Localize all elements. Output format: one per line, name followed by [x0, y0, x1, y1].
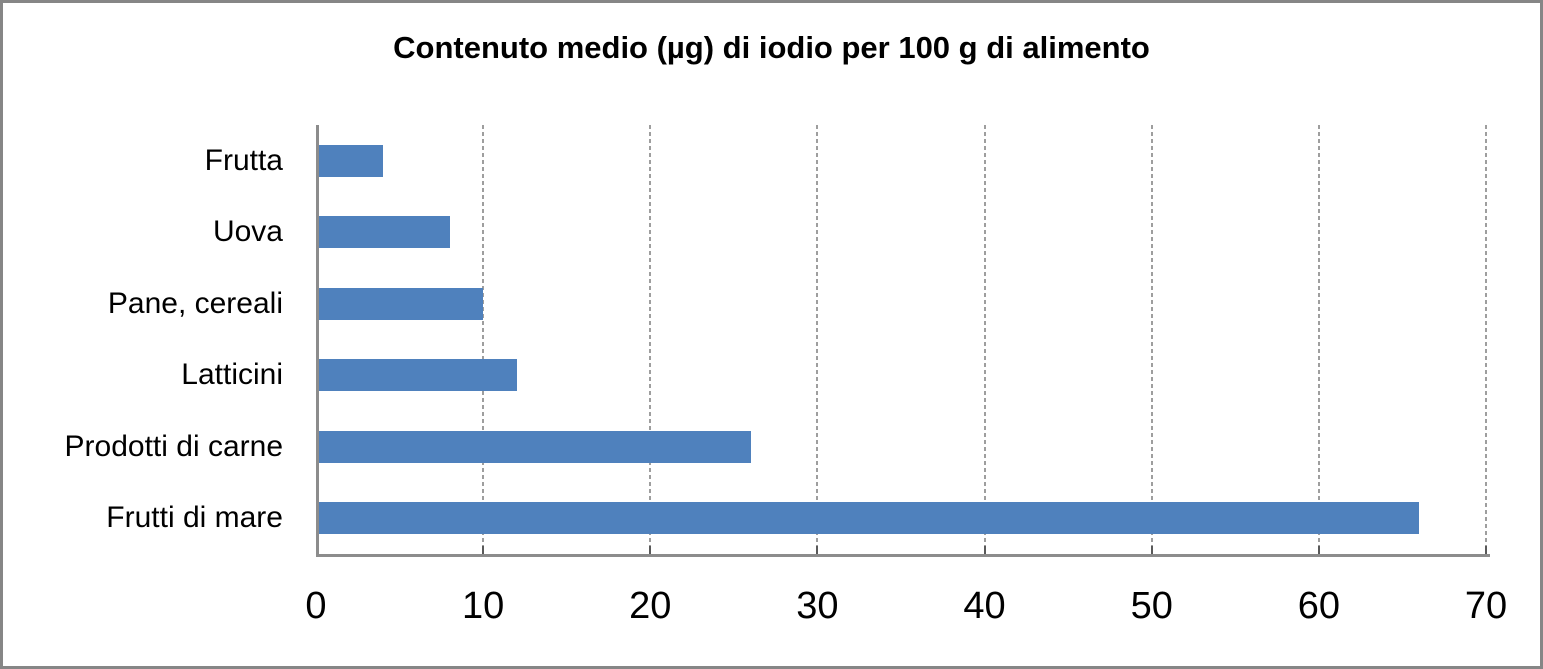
bar-prodotti-di-carne — [316, 430, 751, 463]
x-axis-tick-60 — [1317, 546, 1320, 554]
x-tick-label-50: 50 — [1130, 585, 1173, 627]
chart-title: Contenuto medio (µg) di iodio per 100 g … — [393, 30, 1150, 65]
category-label-frutta: Frutta — [204, 143, 283, 177]
x-tick-label-60: 60 — [1297, 585, 1340, 627]
gridline-x-70 — [1485, 125, 1487, 554]
x-tick-label-10: 10 — [462, 585, 505, 627]
gridline-x-40 — [983, 125, 986, 554]
x-axis-tick-20 — [649, 546, 652, 554]
category-label-latticini: Latticini — [181, 358, 283, 392]
gridline-x-50 — [1150, 125, 1153, 554]
category-labels: Frutta Uova Pane, cereali Latticini Prodotti… — [3, 125, 283, 554]
x-tick-label-40: 40 — [963, 585, 1006, 627]
category-label-prodotti-di-carne: Prodotti di carne — [64, 429, 283, 463]
bar-uova — [316, 216, 450, 249]
bar-pane-cereali — [316, 287, 484, 320]
x-axis-tick-10 — [482, 546, 485, 554]
x-axis-tick-70 — [1485, 546, 1487, 554]
x-axis-tick-50 — [1150, 546, 1153, 554]
x-tick-label-20: 20 — [629, 585, 672, 627]
x-axis-tick-30 — [816, 546, 819, 554]
gridline-x-30 — [816, 125, 819, 554]
x-axis-tick-40 — [983, 546, 986, 554]
category-label-uova: Uova — [212, 215, 283, 249]
gridline-x-10 — [482, 125, 485, 554]
plot-area — [316, 125, 1490, 557]
gridline-x-20 — [649, 125, 652, 554]
x-tick-label-0: 0 — [305, 585, 327, 627]
x-tick-labels: 0 10 20 30 40 50 60 70 — [305, 585, 1507, 635]
x-tick-label-70: 70 — [1464, 585, 1508, 627]
category-label-frutti-di-mare: Frutti di mare — [106, 501, 283, 535]
y-axis-line — [316, 125, 319, 554]
x-tick-label-30: 30 — [796, 585, 839, 627]
bar-frutti-di-mare — [316, 502, 1420, 535]
bar-frutta — [316, 144, 383, 177]
x-axis-line — [316, 554, 1490, 557]
category-label-pane-cereali: Pane, cereali — [107, 286, 283, 320]
gridline-x-60 — [1317, 125, 1320, 554]
bar-latticini — [316, 359, 517, 392]
